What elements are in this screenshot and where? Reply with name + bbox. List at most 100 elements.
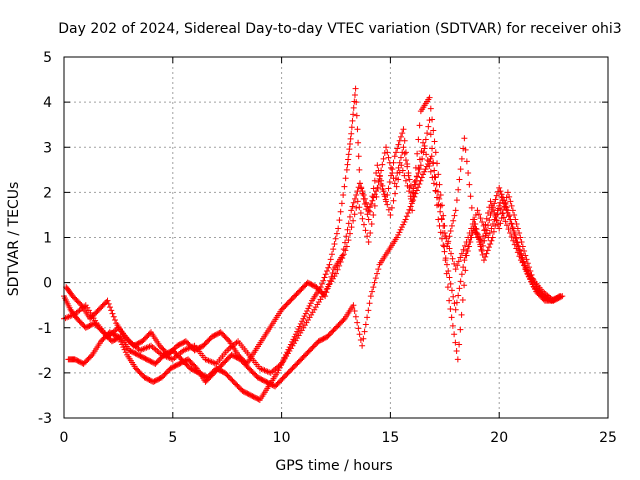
data-point — [402, 157, 409, 164]
data-point — [511, 211, 518, 218]
data-point — [415, 164, 422, 171]
data-point — [487, 198, 494, 205]
data-point — [402, 216, 409, 223]
data-point — [104, 297, 111, 304]
data-point — [485, 234, 492, 241]
data-point — [558, 293, 565, 300]
x-tick-label: 15 — [381, 430, 399, 446]
data-point — [340, 317, 347, 324]
data-point — [121, 346, 128, 353]
data-point — [398, 224, 405, 231]
data-point — [489, 206, 496, 213]
data-point — [468, 204, 475, 211]
axis-ticks: 0 5 10 15 20 25 -3 -2 -1 0 1 2 3 4 5 — [38, 50, 617, 446]
data-point — [443, 235, 450, 242]
data-point — [431, 138, 438, 145]
data-point — [109, 310, 116, 317]
data-point — [192, 364, 199, 371]
data-point — [417, 177, 424, 184]
data-point — [396, 169, 403, 176]
data-point — [526, 264, 533, 271]
data-point — [435, 171, 442, 178]
data-point — [505, 213, 512, 220]
data-point — [488, 237, 495, 244]
data-point — [296, 323, 303, 330]
data-point — [455, 258, 462, 265]
data-point — [380, 155, 387, 162]
data-point — [409, 198, 416, 205]
data-point — [413, 187, 420, 194]
data-point — [348, 124, 355, 131]
data-point — [463, 239, 470, 246]
data-point — [474, 207, 481, 214]
data-point — [448, 314, 455, 321]
data-point — [429, 160, 436, 167]
data-point — [384, 201, 391, 208]
data-point — [321, 274, 328, 281]
y-tick-label: 2 — [43, 185, 52, 201]
data-points — [61, 85, 566, 403]
data-point — [469, 220, 476, 227]
data-point — [465, 234, 472, 241]
x-tick-label: 0 — [60, 430, 69, 446]
data-point — [336, 262, 343, 269]
data-point — [347, 135, 354, 142]
data-point — [367, 229, 374, 236]
data-point — [416, 166, 423, 173]
data-point — [498, 193, 505, 200]
data-point — [413, 173, 420, 180]
data-point — [443, 261, 450, 268]
data-point — [351, 195, 358, 202]
data-point — [343, 233, 350, 240]
data-point — [371, 202, 378, 209]
data-point — [440, 222, 447, 229]
data-point — [466, 229, 473, 236]
data-point — [423, 151, 430, 158]
data-point — [369, 197, 376, 204]
data-point — [512, 216, 519, 223]
data-point — [349, 117, 356, 124]
data-point — [452, 266, 459, 273]
data-point — [456, 341, 463, 348]
data-point — [444, 240, 451, 247]
data-point — [472, 211, 479, 218]
data-point — [451, 260, 458, 267]
data-point — [345, 151, 352, 158]
data-point — [467, 193, 474, 200]
data-point — [398, 162, 405, 169]
data-point — [489, 220, 496, 227]
data-point — [444, 284, 451, 291]
data-point — [110, 313, 117, 320]
data-point — [375, 266, 382, 273]
data-point — [435, 201, 442, 208]
data-point — [485, 244, 492, 251]
data-point — [504, 210, 511, 217]
y-tick-label: 5 — [43, 50, 52, 66]
data-point — [307, 300, 314, 307]
data-point — [446, 245, 453, 252]
data-point — [499, 210, 506, 217]
data-point — [447, 280, 454, 287]
data-point — [473, 226, 480, 233]
data-point — [395, 164, 402, 171]
data-point — [356, 204, 363, 211]
data-point — [354, 126, 361, 133]
data-point — [449, 322, 456, 329]
data-point — [373, 193, 380, 200]
data-point — [366, 204, 373, 211]
data-point — [355, 325, 362, 332]
data-point — [506, 193, 513, 200]
data-point — [510, 228, 517, 235]
data-point — [115, 333, 122, 340]
data-point — [382, 196, 389, 203]
data-point — [422, 166, 429, 173]
data-point — [340, 251, 347, 258]
data-point — [441, 243, 448, 250]
data-point — [503, 206, 510, 213]
data-point — [295, 326, 302, 333]
data-point — [483, 230, 490, 237]
data-point — [385, 206, 392, 213]
data-point — [427, 155, 434, 162]
data-point — [353, 191, 360, 198]
data-point — [450, 217, 457, 224]
